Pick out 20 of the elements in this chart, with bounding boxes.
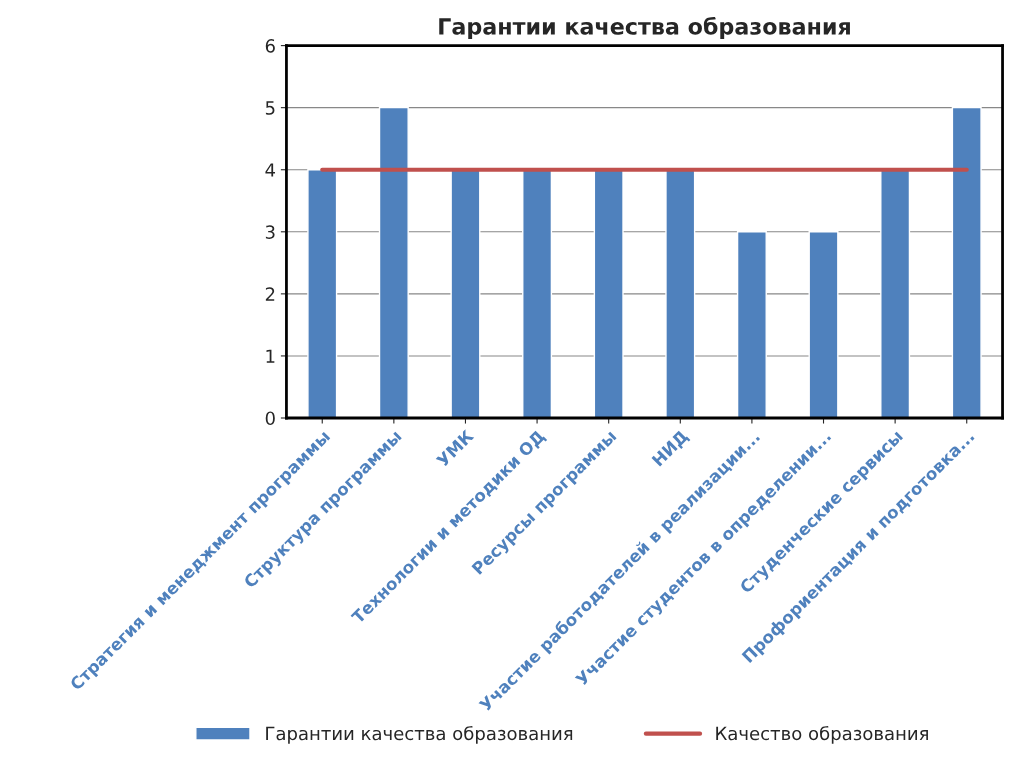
y-tick-label: 2 <box>265 287 275 301</box>
bar <box>665 169 696 418</box>
bar <box>378 106 409 418</box>
bar <box>450 169 481 418</box>
bar <box>522 169 553 418</box>
y-tick-label: 6 <box>265 39 275 53</box>
y-tick-label: 5 <box>265 101 275 115</box>
legend-label: Качество образования <box>716 725 928 744</box>
bar <box>307 169 338 418</box>
y-tick-label: 3 <box>265 225 275 239</box>
y-tick-label: 1 <box>266 349 275 363</box>
chart-title: Гарантии качества образования <box>439 16 850 40</box>
bar <box>951 106 982 418</box>
bar <box>808 231 839 418</box>
y-tick-label: 4 <box>265 163 276 177</box>
legend-label: Гарантии качества образования <box>266 725 573 744</box>
bar <box>880 169 911 418</box>
bar <box>593 169 624 418</box>
y-tick-label: 0 <box>265 411 275 426</box>
bar <box>736 231 767 418</box>
